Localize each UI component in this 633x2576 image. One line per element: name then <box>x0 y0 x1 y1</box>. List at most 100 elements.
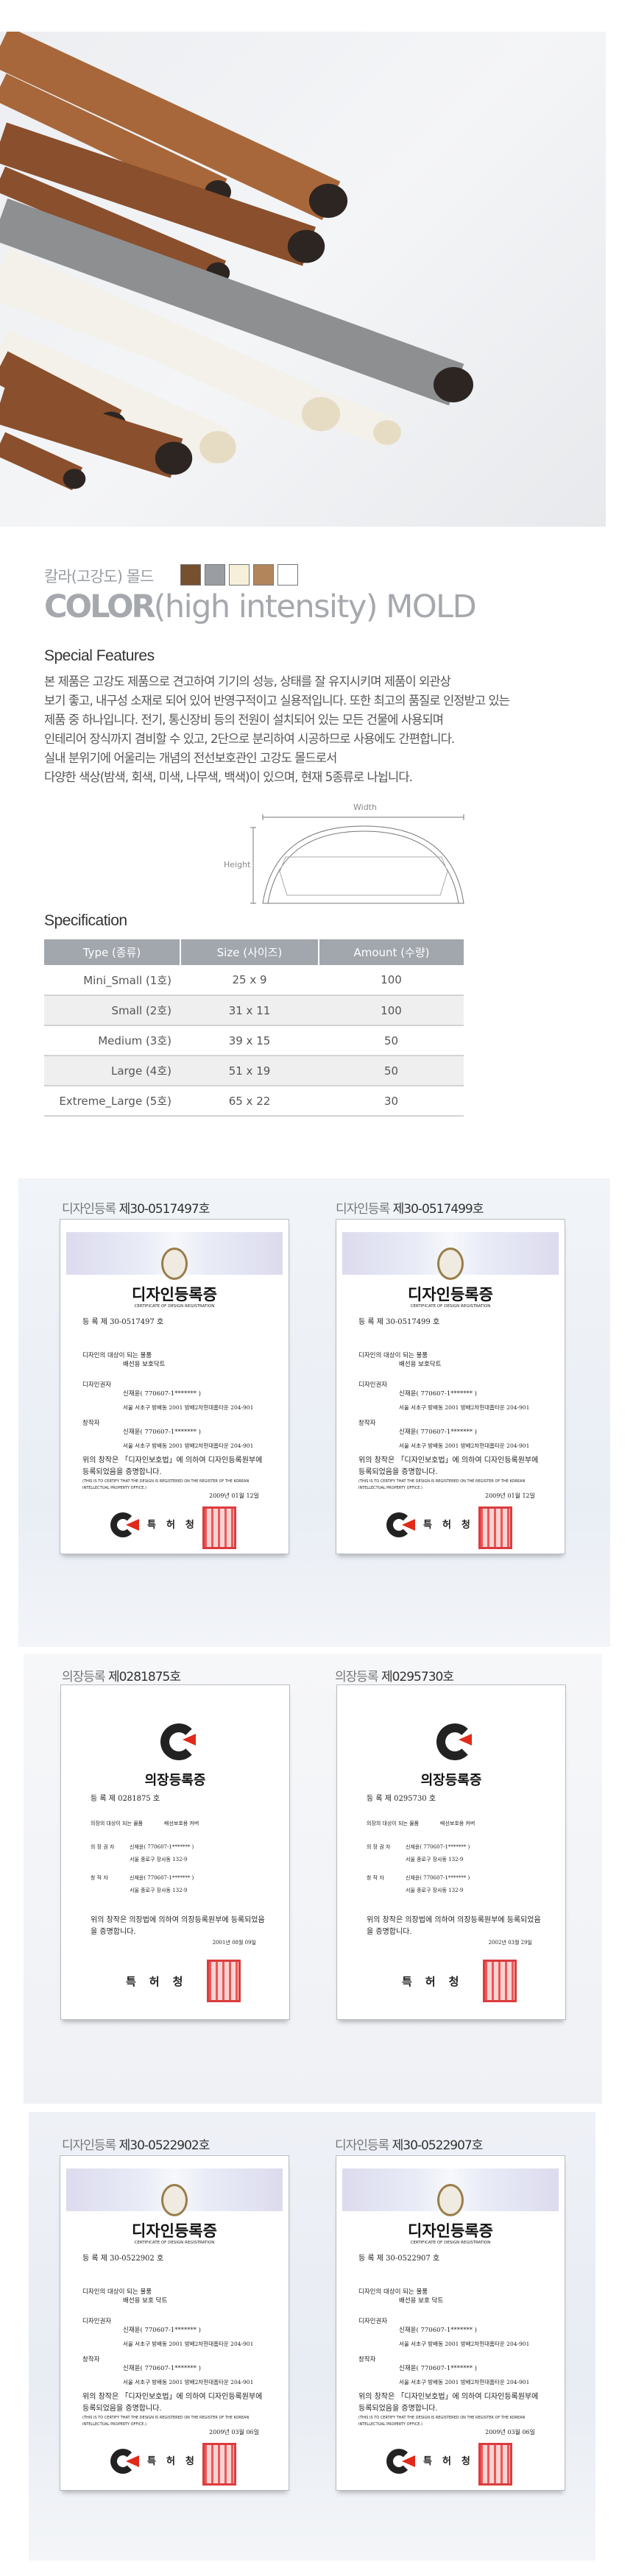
logo-flag <box>459 1734 472 1746</box>
mold-dimension-diagram: Width Height <box>221 798 471 908</box>
spec-heading: Specification <box>44 912 127 929</box>
owner-address: 서울 종로구 장사동 132-9 <box>406 1857 464 1862</box>
mold-tube <box>0 329 230 466</box>
certificate-title: 디자인등록증 <box>132 1286 217 1303</box>
certificate-number: 제30-0522907호 <box>392 2138 484 2153</box>
spec-cell-type: Medium (3호) <box>44 1025 180 1056</box>
spec-row: Mini_Small (1호) 25 x 9 100 <box>44 965 464 996</box>
certificate-statement: 위의 창작은 의장법에 의하여 의장등록원부에 등록되었음을 증명합니다. <box>367 1916 541 1936</box>
certificate-date: 2009년 03월 06일 <box>209 2429 259 2436</box>
article-value: 배선보호용 커버 <box>164 1821 199 1826</box>
certificate-subtitle: CERTIFICATE OF DESIGN REGISTRATION <box>134 2241 215 2245</box>
issuer-name: 특허청 <box>147 2456 205 2467</box>
certificate-document: 디자인등록증 CERTIFICATE OF DESIGN REGISTRATION… <box>60 2155 289 2491</box>
product-photo <box>0 26 606 527</box>
features-line: 제품 중 하나입니다. 전기, 통신장비 등의 전원이 설치되어 있는 모든 건… <box>44 713 444 727</box>
kipo-logo-icon <box>160 1723 197 1760</box>
certificate-label: 디자인등록 제30-0517499호 <box>336 1198 484 1217</box>
owner-value: 신재윤( 770607-1******* ) <box>399 2327 477 2334</box>
certificate-type: 디자인등록 <box>62 2138 116 2153</box>
certificate-title: 디자인등록증 <box>132 2222 217 2240</box>
article-label: 디자인의 대상이 되는 물품 <box>82 1352 152 1359</box>
mold-tube-end <box>199 431 236 463</box>
creator-value: 신재윤( 770607-1******* ) <box>123 1428 201 1436</box>
features-line: 인테리어 장식까지 겸비할 수 있고, 2단으로 분리하여 시공하므로 사용에도… <box>44 732 455 746</box>
certificate-subtitle: CERTIFICATE OF DESIGN REGISTRATION <box>134 1304 215 1309</box>
owner-value: 신재윤( 770607-1******* ) <box>130 1844 194 1850</box>
mold-tube-end <box>373 420 401 445</box>
spec-cell-type: Mini_Small (1호) <box>44 965 180 996</box>
logo-flag <box>126 2455 139 2467</box>
certificate-statement: 위의 창작은 「디자인보호법」에 의하여 디자인등록원부에 등록되었음을 증명합… <box>82 2393 263 2413</box>
certificate-number: 제30-0517497호 <box>119 1202 211 1217</box>
owner-label: 의 장 권 자 <box>91 1844 115 1850</box>
certificate-title: 디자인등록증 <box>408 2222 493 2240</box>
certificate-statement: 위의 창작은 「디자인보호법」에 의하여 디자인등록원부에 등록되었음을 증명합… <box>358 1456 539 1476</box>
mold-tube-end <box>287 230 325 263</box>
article-value: 배선용 보호 닥트 <box>399 2297 444 2305</box>
issuer-name: 특허청 <box>423 2456 481 2467</box>
certificate-date: 2009년 03월 06일 <box>485 2429 535 2436</box>
owner-address: 서울 서초구 방배동 2001 방배2차현대홈타운 204-901 <box>399 2341 530 2347</box>
spec-row: Medium (3호) 39 x 15 50 <box>44 1025 464 1056</box>
owner-value: 신재윤( 770607-1******* ) <box>123 1390 201 1398</box>
kipo-logo-icon <box>436 1723 473 1760</box>
registration-line: 등 록 제 30-0522902 호 <box>82 2255 164 2263</box>
certificate-label: 의장등록 제0295730호 <box>335 1666 454 1684</box>
color-swatch <box>277 564 298 586</box>
official-stamp <box>478 2443 512 2486</box>
spec-cell-amount: 100 <box>319 995 464 1026</box>
certificate-statement-english: (THIS IS TO CERTIFY THAT THE DESIGN IS R… <box>358 2416 526 2427</box>
owner-address: 서울 서초구 방배동 2001 방배2차현대홈타운 204-901 <box>399 1404 530 1411</box>
features-heading: Special Features <box>44 647 155 664</box>
issuer-name: 특허청 <box>423 1520 481 1531</box>
mold-tube-end <box>434 367 473 402</box>
official-stamp <box>478 1506 512 1549</box>
color-swatch <box>253 564 274 586</box>
creator-address: 서울 서초구 방배동 2001 방배2차현대홈타운 204-901 <box>399 2379 530 2385</box>
certificate-type: 의장등록 <box>62 1670 106 1684</box>
certificate-type: 디자인등록 <box>62 1202 116 1217</box>
article-label: 디자인의 대상이 되는 물품 <box>82 2288 152 2296</box>
certificate-subtitle: CERTIFICATE OF DESIGN REGISTRATION <box>410 2241 491 2245</box>
spec-cell-size: 31 x 11 <box>180 995 319 1026</box>
certificate-label: 디자인등록 제30-0517497호 <box>62 1198 211 1217</box>
certificate-document: 디자인등록증 CERTIFICATE OF DESIGN REGISTRATION… <box>60 1219 289 1554</box>
mold-tube <box>0 122 316 266</box>
owner-label: 디자인권자 <box>358 2318 388 2325</box>
creator-value: 신재윤( 770607-1******* ) <box>406 1875 470 1881</box>
spec-cell-amount: 100 <box>319 965 464 996</box>
certificate-type: 디자인등록 <box>336 1202 390 1217</box>
spec-cell-amount: 30 <box>319 1086 464 1117</box>
certificate-number: 제30-0517499호 <box>392 1202 484 1217</box>
official-stamp <box>202 2443 236 2486</box>
logo-flag <box>402 2455 415 2467</box>
molding-illustration <box>0 26 473 491</box>
mold-tube-end <box>301 396 341 432</box>
spec-row: Large (4호) 51 x 19 50 <box>44 1056 464 1086</box>
width-label: Width <box>353 803 377 812</box>
spec-cell-type: Small (2호) <box>44 995 180 1026</box>
certificate-statement: 위의 창작은 「디자인보호법」에 의하여 디자인등록원부에 등록되었음을 증명합… <box>358 2393 539 2413</box>
creator-address: 서울 서초구 방배동 2001 방배2차현대홈타운 204-901 <box>399 1442 530 1449</box>
certificate-number: 제30-0522902호 <box>119 2138 211 2153</box>
color-title-korean: 칼라(고강도) 몰드 <box>44 568 154 586</box>
government-seal-icon <box>437 2184 464 2216</box>
spec-cell-type: Extreme_Large (5호) <box>44 1086 180 1117</box>
title-bold: COLOR <box>44 588 156 625</box>
col-header-type: Type (종류) <box>44 939 181 965</box>
spec-row: Small (2호) 31 x 11 100 <box>44 995 464 1026</box>
owner-label: 디자인권자 <box>82 2318 112 2325</box>
col-header-amount: Amount (수량) <box>319 939 464 965</box>
official-stamp <box>202 1506 236 1549</box>
spec-cell-amount: 50 <box>319 1025 464 1056</box>
creator-value: 신재윤( 770607-1******* ) <box>399 1428 477 1436</box>
article-value: 배선용 보호닥트 <box>123 1361 166 1368</box>
government-seal-icon <box>437 1248 464 1280</box>
spec-table: Type (종류) Size (사이즈) Amount (수량) Mini_Sm… <box>44 939 464 1117</box>
certificate-title: 디자인등록증 <box>408 1286 493 1303</box>
spec-cell-type: Large (4호) <box>44 1056 180 1086</box>
certificate-number: 제0295730호 <box>381 1670 454 1684</box>
certificate-label: 디자인등록 제30-0522902호 <box>62 2135 211 2153</box>
mold-tube <box>0 247 333 434</box>
